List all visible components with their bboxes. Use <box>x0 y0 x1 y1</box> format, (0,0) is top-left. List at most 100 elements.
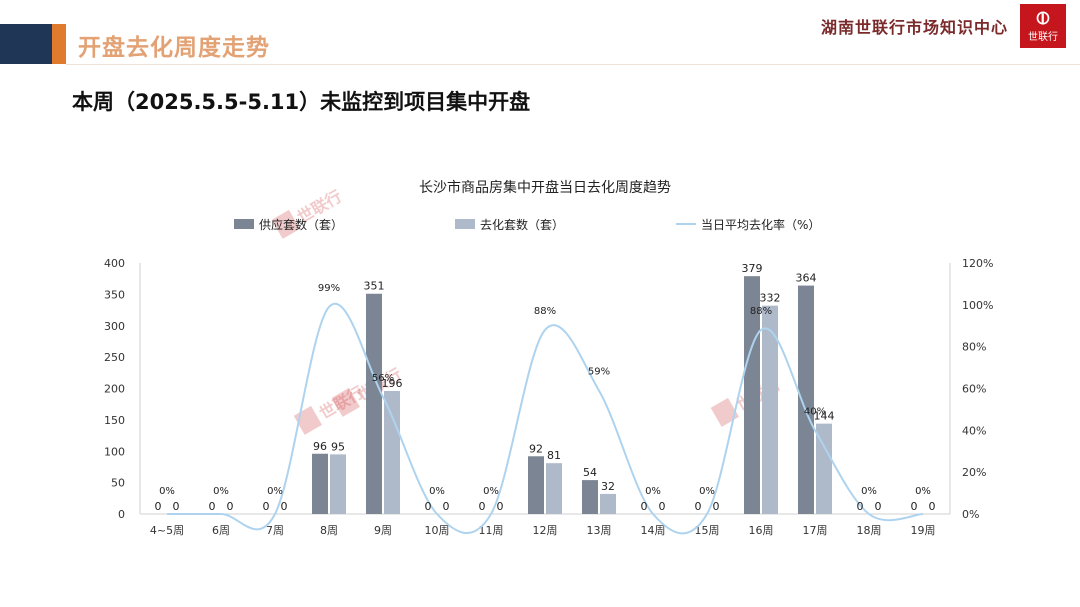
y-left-tick-label: 50 <box>111 477 125 490</box>
data-label-rate: 88% <box>534 306 556 317</box>
y-right-tick-label: 100% <box>962 299 993 312</box>
data-label-sold: 0 <box>227 500 234 513</box>
x-tick-label: 7周 <box>266 524 284 537</box>
x-tick-label: 14周 <box>641 524 666 537</box>
y-right-tick-label: 80% <box>962 341 986 354</box>
data-label-rate: 88% <box>750 306 772 317</box>
y-right-tick-label: 0% <box>962 508 979 521</box>
data-label-supply: 379 <box>742 262 763 275</box>
data-label-supply: 0 <box>263 500 270 513</box>
data-label-supply: 0 <box>479 500 486 513</box>
watermark-logo-icon <box>271 209 300 239</box>
bar-supply <box>312 453 328 514</box>
data-label-sold: 0 <box>497 500 504 513</box>
bar-sold <box>600 493 616 514</box>
x-tick-label: 11周 <box>479 524 504 537</box>
data-label-sold: 32 <box>601 480 615 493</box>
data-label-rate: 59% <box>588 367 610 378</box>
x-tick-label: 17周 <box>803 524 828 537</box>
data-label-rate: 0% <box>915 486 931 497</box>
page-title: 开盘去化周度走势 <box>78 35 270 61</box>
y-left-tick-label: 250 <box>104 351 125 364</box>
data-label-supply: 54 <box>583 466 597 479</box>
chart-title: 长沙市商品房集中开盘当日去化周度趋势 <box>419 179 671 196</box>
bar-sold <box>816 423 832 514</box>
y-left-tick-label: 300 <box>104 320 125 333</box>
bar-supply <box>798 285 814 514</box>
data-label-sold: 0 <box>659 500 666 513</box>
legend-label-rate: 当日平均去化率（%） <box>701 217 820 232</box>
x-tick-label: 4~5周 <box>150 524 184 537</box>
watermark-logo-icon <box>710 397 739 427</box>
bar-supply <box>528 456 544 514</box>
x-tick-label: 13周 <box>587 524 612 537</box>
data-label-rate: 0% <box>861 486 877 497</box>
x-tick-label: 15周 <box>695 524 720 537</box>
data-label-supply: 0 <box>209 500 216 513</box>
logo-mark-icon: ⦶ <box>1036 8 1050 29</box>
y-left-tick-label: 100 <box>104 445 125 458</box>
y-left-tick-label: 200 <box>104 383 125 396</box>
x-tick-label: 9周 <box>374 524 392 537</box>
data-label-supply: 0 <box>155 500 162 513</box>
data-label-sold: 0 <box>281 500 288 513</box>
data-label-sold: 0 <box>713 500 720 513</box>
y-right-tick-label: 20% <box>962 466 986 479</box>
bar-sold <box>384 391 400 514</box>
data-label-supply: 92 <box>529 442 543 455</box>
x-tick-label: 19周 <box>911 524 936 537</box>
legend-swatch-supply <box>234 219 254 229</box>
data-label-supply: 0 <box>695 500 702 513</box>
data-label-rate: 0% <box>699 486 715 497</box>
y-left-tick-label: 400 <box>104 257 125 270</box>
rate-line-path <box>166 302 924 535</box>
y-right-tick-label: 120% <box>962 257 993 270</box>
legend-swatch-sold <box>455 219 475 229</box>
x-tick-label: 6周 <box>212 524 230 537</box>
brand-name: 湖南世联行市场知识中心 <box>820 18 1008 37</box>
x-tick-label: 12周 <box>533 524 558 537</box>
data-label-rate: 40% <box>804 406 826 417</box>
logo-text: 世联行 <box>1028 32 1058 43</box>
y-left-tick-label: 0 <box>118 508 125 521</box>
data-label-supply: 0 <box>911 500 918 513</box>
data-label-supply: 351 <box>364 280 385 293</box>
header-divider <box>66 64 1080 65</box>
data-label-sold: 332 <box>760 292 781 305</box>
legend-label-sold: 去化套数（套） <box>480 217 564 232</box>
y-left-tick-label: 150 <box>104 414 125 427</box>
bar-supply <box>366 293 382 514</box>
legend-label-supply: 供应套数（套） <box>259 217 343 232</box>
data-label-sold: 0 <box>929 500 936 513</box>
data-label-rate: 0% <box>213 486 229 497</box>
data-label-supply: 96 <box>313 440 327 453</box>
chart-axes: 0 50 100 150 200 250 300 350 400 0% 20% 40% 60% 80% 10… <box>104 257 993 537</box>
y-right-tick-label: 60% <box>962 383 986 396</box>
data-label-sold: 196 <box>382 377 403 390</box>
y-right-tick-label: 40% <box>962 424 986 437</box>
header-accent-dark <box>0 24 52 64</box>
data-label-rate: 0% <box>159 486 175 497</box>
data-label-sold: 95 <box>331 440 345 453</box>
chart-legend: 供应套数（套） 去化套数（套） 当日平均去化率（%） <box>234 217 820 232</box>
x-tick-label: 10周 <box>425 524 450 537</box>
data-label-rate: 0% <box>483 486 499 497</box>
x-tick-label: 18周 <box>857 524 882 537</box>
data-label-rate: 0% <box>429 486 445 497</box>
data-label-sold: 0 <box>875 500 882 513</box>
data-label-sold: 144 <box>814 410 835 423</box>
data-label-supply: 364 <box>796 272 817 285</box>
data-label-rate: 56% <box>372 373 394 384</box>
watermark-logo-icon <box>331 387 360 417</box>
data-label-rate: 0% <box>645 486 661 497</box>
page-subtitle: 本周（2025.5.5-5.11）未监控到项目集中开盘 <box>72 90 531 114</box>
y-left-tick-label: 350 <box>104 288 125 301</box>
x-tick-label: 8周 <box>320 524 338 537</box>
brand-logo: ⦶ 世联行 <box>1020 4 1066 48</box>
data-label-supply: 0 <box>641 500 648 513</box>
data-label-supply: 0 <box>425 500 432 513</box>
data-label-sold: 81 <box>547 449 561 462</box>
x-tick-label: 16周 <box>749 524 774 537</box>
